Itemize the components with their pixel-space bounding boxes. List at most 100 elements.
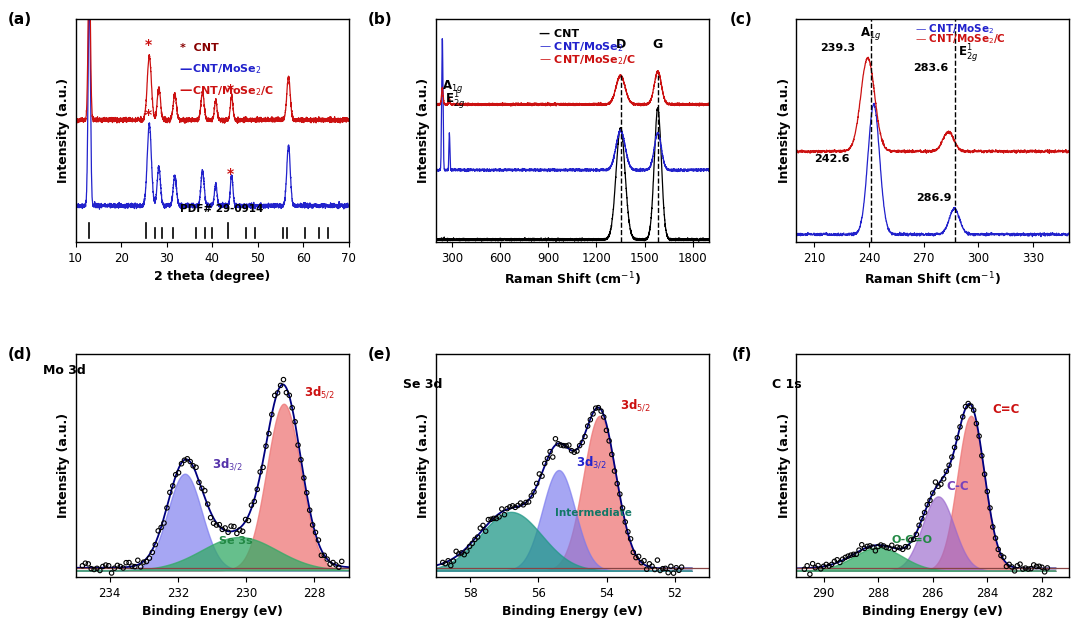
Point (450, 548, 468, 559)
Point (552, 440, 569, 450)
Point (850, 545, 867, 555)
Text: *: * (227, 167, 234, 181)
Point (274, 375, 292, 385)
Point (152, 522, 170, 533)
Point (864, 542, 881, 552)
Point (957, 401, 974, 411)
Text: —: — (180, 63, 197, 75)
Point (998, 561, 1015, 571)
Point (1005, 566, 1023, 576)
Point (593, 406, 610, 416)
Point (264, 410, 281, 420)
Point (1014, 564, 1031, 574)
Point (573, 437, 591, 448)
Point (234, 526, 252, 536)
Point (219, 527, 237, 538)
Point (914, 514, 931, 524)
Point (106, 563, 123, 573)
Point (440, 555, 457, 566)
Text: A$_{1g}$: A$_{1g}$ (443, 78, 463, 94)
Point (447, 547, 464, 557)
Point (579, 421, 596, 431)
Point (231, 525, 248, 535)
Text: — CNT/MoSe$_2$/C: — CNT/MoSe$_2$/C (539, 54, 636, 67)
X-axis label: Binding Energy (eV): Binding Energy (eV) (141, 605, 283, 618)
Text: (a): (a) (8, 12, 32, 27)
Text: 3d$_{5/2}$: 3d$_{5/2}$ (620, 397, 651, 413)
Point (804, 559, 821, 569)
Text: *: * (227, 83, 234, 97)
Point (272, 380, 289, 391)
Point (563, 446, 580, 456)
Point (159, 503, 176, 513)
Point (199, 499, 216, 509)
Point (434, 557, 451, 567)
Point (894, 545, 912, 555)
Point (561, 440, 578, 450)
Point (118, 557, 135, 567)
Point (546, 434, 564, 444)
Text: E$^1_{2g}$: E$^1_{2g}$ (445, 89, 465, 111)
Text: 3d$_{3/2}$: 3d$_{3/2}$ (576, 454, 607, 470)
Point (823, 559, 840, 569)
Point (496, 510, 513, 520)
Point (875, 541, 892, 551)
Point (243, 500, 260, 510)
Point (662, 561, 679, 571)
Point (217, 523, 234, 533)
Text: CNT/MoSe$_2$/C: CNT/MoSe$_2$/C (191, 84, 274, 98)
Text: (c): (c) (730, 12, 753, 27)
Text: — CNT/MoSe$_2$/C: — CNT/MoSe$_2$/C (915, 32, 1005, 46)
Point (962, 401, 980, 411)
Point (73, 560, 91, 571)
Point (566, 447, 583, 457)
Point (902, 535, 919, 545)
Point (178, 454, 195, 464)
Point (89, 563, 106, 573)
Point (651, 566, 669, 576)
Point (859, 541, 876, 552)
Point (880, 543, 897, 553)
Point (173, 458, 190, 469)
Point (228, 528, 245, 538)
Point (550, 439, 567, 449)
Point (1023, 564, 1040, 574)
Y-axis label: Intensity (a.u.): Intensity (a.u.) (57, 78, 70, 183)
Text: (f): (f) (732, 347, 753, 362)
Point (826, 556, 843, 566)
Point (517, 497, 535, 507)
Point (921, 495, 939, 505)
Point (1012, 559, 1029, 569)
Point (164, 481, 181, 491)
Text: 283.6: 283.6 (913, 63, 948, 73)
Point (135, 557, 152, 567)
Point (622, 534, 639, 544)
Point (1030, 561, 1048, 571)
Y-axis label: Intensity (a.u.): Intensity (a.u.) (778, 413, 791, 518)
Point (646, 564, 663, 574)
Point (315, 550, 333, 560)
Text: 242.6: 242.6 (814, 153, 850, 164)
Point (453, 548, 470, 558)
Text: 3d$_{3/2}$: 3d$_{3/2}$ (212, 456, 243, 472)
Point (176, 455, 193, 465)
Point (976, 469, 994, 479)
Point (1036, 567, 1053, 577)
Point (514, 500, 531, 510)
Point (878, 543, 895, 553)
Point (1020, 564, 1037, 574)
Point (501, 501, 518, 512)
Point (197, 486, 214, 496)
Point (114, 563, 132, 573)
Point (937, 466, 955, 476)
Point (930, 481, 947, 491)
Text: C-C: C-C (946, 480, 969, 493)
Point (595, 412, 612, 422)
Point (855, 543, 873, 553)
Point (123, 561, 140, 571)
Point (966, 405, 983, 415)
Point (571, 441, 589, 451)
Point (226, 522, 243, 532)
Point (861, 541, 878, 551)
Point (606, 466, 623, 476)
